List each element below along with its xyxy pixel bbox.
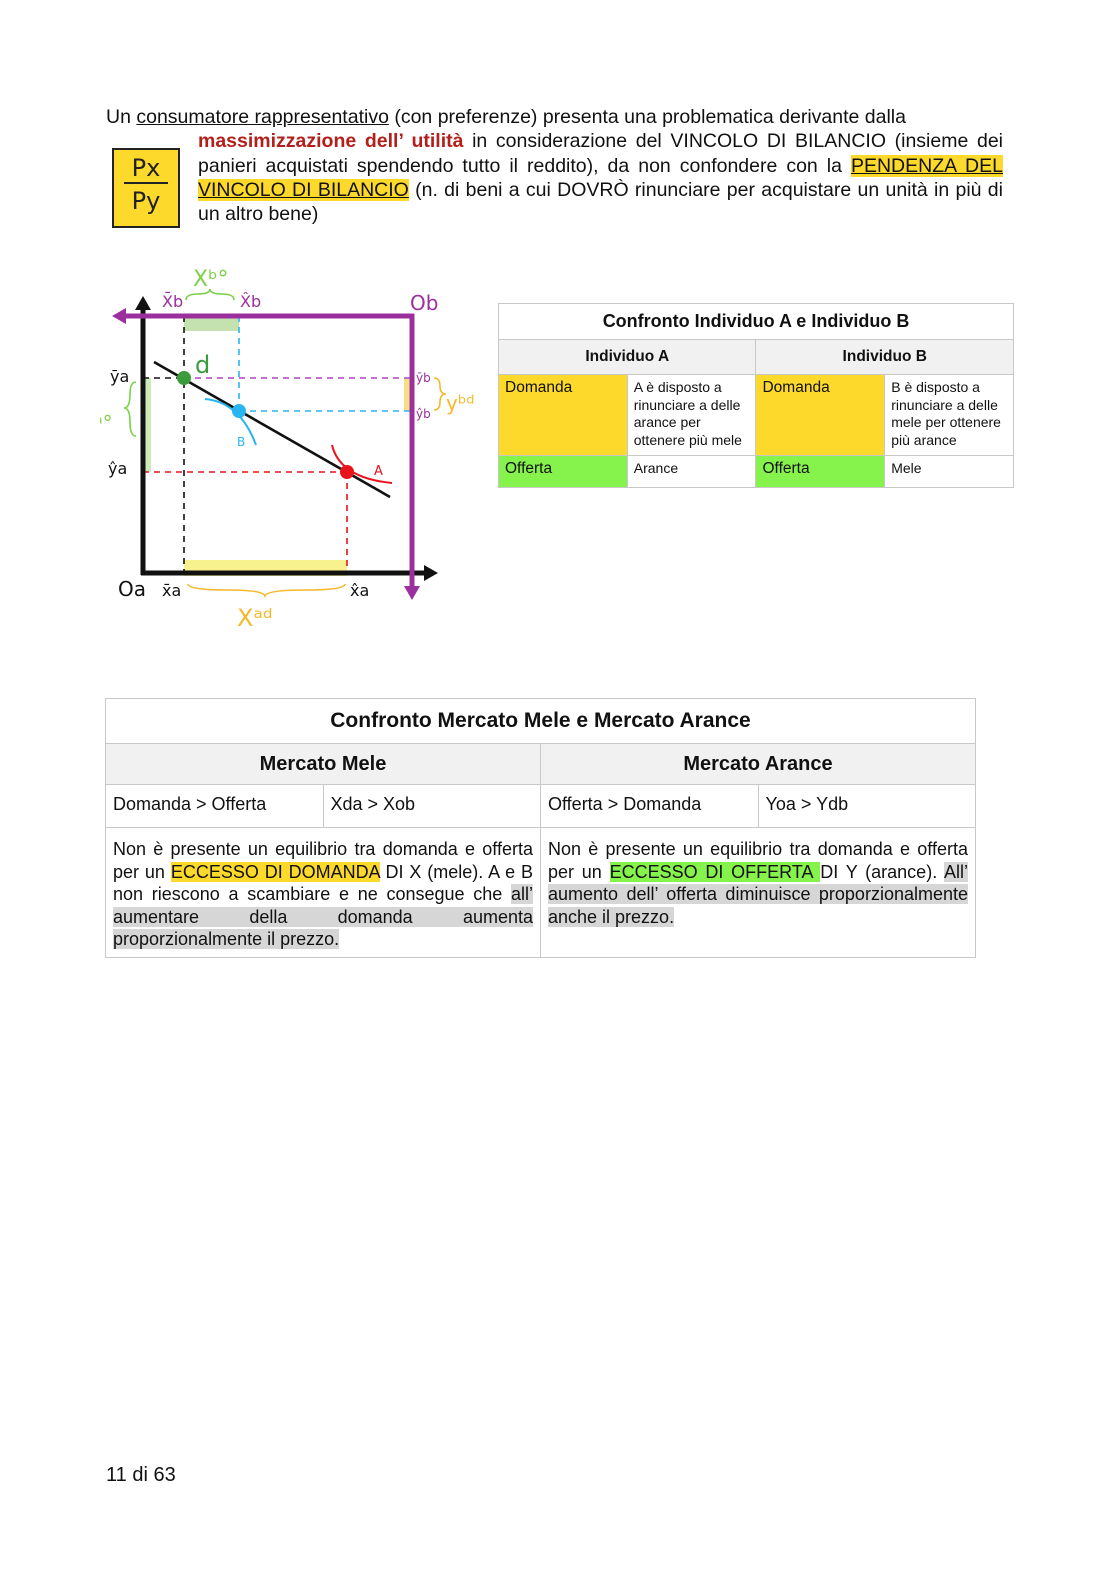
cell-offerta-b-value: Mele [884,455,1014,488]
price-ratio-box: Px Py [112,148,180,228]
indifference-curve-a [331,444,393,484]
label-x-a-demand: Xᵃᵈ [237,604,273,632]
arrow-down-icon [404,586,420,600]
brace-y-a-offer [123,381,137,437]
table-individui: Confronto Individuo A e Individuo B Indi… [497,303,1014,488]
label-x-hat-b: X̂b [240,292,261,311]
cell-offerta-a: Offerta [498,455,628,488]
cell-domanda-b: Domanda [755,374,886,456]
label-y-hat-a: ŷa [108,459,127,478]
header-individuo-a: Individuo A [497,339,757,375]
text: DI Y (arance). [820,861,944,882]
brace-y-b-demand [433,377,447,411]
brace-x-a-demand [187,583,346,599]
label-origin-b: Ob [410,291,438,315]
text: DI X (mele). A e B non riescono a scambi… [113,861,533,905]
cell-offerta-a-value: Arance [626,455,757,488]
cell-mele-description: Non è presente un equilibrio tra domanda… [105,827,541,958]
header-individuo-b: Individuo B [755,339,1014,375]
label-y-bar-a: ȳa [110,367,129,386]
label-x-b-offer: Xᵇ° [193,267,229,292]
offer-highlight-top [184,316,239,331]
table-row: Non è presente un equilibrio tra domanda… [105,827,976,958]
cell-offerta-b: Offerta [755,455,886,488]
intro-text: (con preferenze) presenta una problemati… [388,106,906,128]
table-title: Confronto Mercato Mele e Mercato Arance [105,698,976,744]
text: Non è presente un equilibrio tra domanda… [548,839,968,882]
label-y-hat-b: ŷb [416,407,431,421]
label-b: B [237,435,245,449]
intro-paragraph: Un consumatore rappresentativo (con pref… [106,105,1003,226]
cell-mele-quantities: Xda > Xob [322,784,541,828]
cell-arance-relation: Offerta > Domanda [540,784,759,828]
arrow-right-icon [424,565,438,581]
cell-mele-relation: Domanda > Offerta [105,784,324,828]
highlight-eccesso-domanda: ECCESSO DI DOMANDA [170,861,380,882]
table-mercati: Confronto Mercato Mele e Mercato Arance … [105,698,976,958]
table-title: Confronto Individuo A e Individuo B [498,303,1014,340]
point-d [177,371,191,385]
table-row: Offerta Arance Offerta Mele [498,455,1014,488]
label-y-a-offer: yᵃ° [100,411,113,435]
cell-domanda-b-desc: B è disposto a rinunciare a delle mele p… [884,374,1014,456]
arrow-up-icon [135,296,151,310]
label-y-b-demand: yᵇᵈ [446,391,475,415]
header-mercato-mele: Mercato Mele [105,743,541,785]
cell-domanda-a-desc: A è disposto a rinunciare a delle arance… [626,374,757,456]
cell-arance-description: Non è presente un equilibrio tra domanda… [540,827,976,958]
label-x-bar-b: X̄b [162,292,183,311]
table-row: Domanda > Offerta Xda > Xob Offerta > Do… [105,784,976,828]
cell-domanda-a: Domanda [498,374,628,456]
ratio-numerator: Px [124,154,168,184]
label-x-hat-a: x̂a [350,581,369,600]
demand-highlight-right [404,378,412,411]
intro-bold-term: massimizzazione dell’ utilità [198,130,464,153]
page-number: 11 di 63 [106,1464,176,1486]
text: Non è presente un equilibrio tra domanda… [113,839,533,882]
intro-text: (n. di beni a cui DOVRÒ rinunciare per a… [198,178,1003,226]
label-d: d [195,351,210,379]
offer-highlight-left [143,378,151,472]
brace-x-b-offer [185,288,235,301]
label-x-bar-a: x̄a [162,581,181,600]
label-a: A [374,464,383,479]
intro-term: consumatore rappresentativo [136,106,389,128]
header-mercato-arance: Mercato Arance [540,743,976,785]
highlight-eccesso-offerta: ECCESSO DI OFFERTA [609,861,821,882]
arrow-left-icon [112,308,126,324]
table-row: Domanda A è disposto a rinunciare a dell… [498,374,1014,456]
label-origin-a: Oa [118,577,146,601]
point-b [232,404,246,418]
cell-arance-quantities: Yoa > Ydb [757,784,976,828]
label-y-bar-b: ȳb [416,371,431,385]
point-a [340,465,354,479]
intro-text: in considerazione del VINCOLO DI BILANCI… [198,130,1003,177]
ratio-denominator: Py [131,187,161,215]
edgeworth-box-diagram: d B A Oa Ob X̄b X̂b Xᵇ° ȳa ŷa yᵃ° ȳb ŷb … [100,267,475,632]
intro-text: Un [106,106,137,128]
